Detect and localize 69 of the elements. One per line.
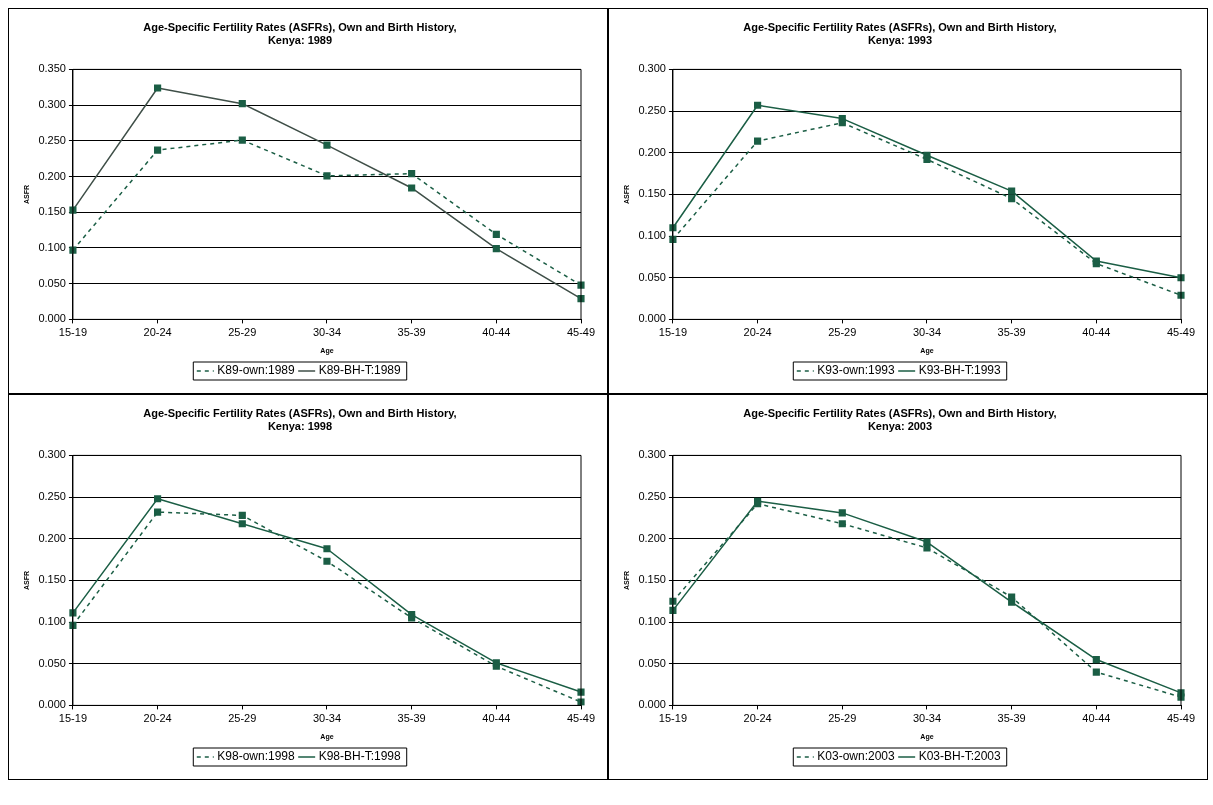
legend-label: K93-own:1993 [817, 363, 895, 378]
x-tick-label: 20-24 [143, 326, 172, 339]
x-tick-label: 30-34 [312, 712, 342, 725]
x-tick-label: 40-44 [482, 326, 511, 339]
legend-label: K89-own:1989 [217, 363, 295, 378]
y-tick-label: 0.200 [38, 531, 66, 544]
y-tick-label: 0.300 [38, 98, 66, 111]
y-tick-label: 0.100 [38, 615, 66, 628]
x-tick-label: 25-29 [228, 326, 257, 339]
x-tick-label: 25-29 [228, 712, 257, 725]
y-tick-label: 0.200 [638, 145, 666, 158]
y-tick-label: 0.250 [638, 490, 666, 503]
x-tick-label: 45-49 [1166, 326, 1196, 339]
y-tick-label: 0.100 [38, 241, 66, 253]
x-tick-label: 30-34 [312, 326, 342, 339]
x-tick-label: 15-19 [58, 712, 87, 725]
x-tick-label: 45-49 [566, 712, 596, 725]
x-tick-label: 45-49 [1166, 712, 1196, 725]
y-tick-label: 0.050 [638, 270, 666, 283]
chart-title: Age-Specific Fertility Rates (ASFRs), Own and Birth History, Kenya: 1989 [143, 20, 457, 46]
y-tick-label: 0.000 [638, 312, 666, 325]
y-tick-label: 0.150 [38, 205, 66, 218]
y-tick-label: 0.150 [638, 187, 666, 200]
x-tick-label: 40-44 [482, 712, 511, 725]
y-tick-label: 0.250 [38, 133, 66, 146]
chart-title: Age-Specific Fertility Rates (ASFRs), Own and Birth History, Kenya: 2003 [743, 406, 1057, 432]
legend-label: K89-BH-T:1989 [318, 363, 402, 378]
y-tick-label: 0.250 [38, 490, 66, 503]
x-tick-label: 35-39 [997, 712, 1026, 725]
x-tick-label: 25-29 [828, 712, 857, 725]
y-tick-label: 0.300 [638, 448, 666, 461]
legend-label: K03-BH-T:2003 [918, 749, 1002, 764]
y-tick-label: 0.350 [38, 62, 66, 75]
legend-label: K03-own:2003 [817, 749, 895, 764]
y-tick-label: 0.050 [38, 656, 66, 669]
x-tick-label: 40-44 [1082, 712, 1111, 725]
y-tick-label: 0.000 [38, 312, 66, 325]
y-tick-label: 0.150 [638, 573, 666, 586]
legend-label: K98-own:1998 [217, 749, 295, 764]
x-tick-label: 35-39 [397, 326, 426, 339]
legend-label: K98-BH-T:1998 [318, 749, 402, 764]
x-tick-label: 35-39 [997, 326, 1026, 339]
x-tick-label: 45-49 [566, 326, 596, 339]
x-tick-label: 15-19 [658, 326, 687, 339]
y-tick-label: 0.000 [638, 698, 666, 711]
legend-label: K93-BH-T:1993 [918, 363, 1002, 378]
x-tick-label: 35-39 [397, 712, 426, 725]
chart-title: Age-Specific Fertility Rates (ASFRs), Own and Birth History, Kenya: 1998 [143, 406, 457, 432]
y-tick-label: 0.200 [38, 169, 66, 182]
y-tick-label: 0.300 [38, 448, 66, 461]
y-tick-label: 0.300 [638, 62, 666, 75]
x-tick-label: 20-24 [143, 712, 172, 725]
x-tick-label: 20-24 [743, 326, 772, 339]
x-tick-label: 30-34 [912, 326, 942, 339]
x-tick-label: 15-19 [58, 326, 87, 339]
x-tick-label: 25-29 [828, 326, 857, 339]
y-tick-label: 0.150 [38, 573, 66, 586]
y-tick-label: 0.050 [638, 656, 666, 669]
y-tick-label: 0.200 [638, 531, 666, 544]
y-tick-label: 0.250 [638, 104, 666, 117]
chart-title: Age-Specific Fertility Rates (ASFRs), Own and Birth History, Kenya: 1993 [743, 20, 1057, 46]
x-tick-label: 15-19 [658, 712, 687, 725]
x-tick-label: 30-34 [912, 712, 942, 725]
x-tick-label: 20-24 [743, 712, 772, 725]
y-tick-label: 0.050 [38, 276, 66, 289]
x-tick-label: 40-44 [1082, 326, 1111, 339]
y-tick-label: 0.100 [638, 229, 666, 242]
y-tick-label: 0.000 [38, 698, 66, 711]
y-tick-label: 0.100 [638, 615, 666, 628]
